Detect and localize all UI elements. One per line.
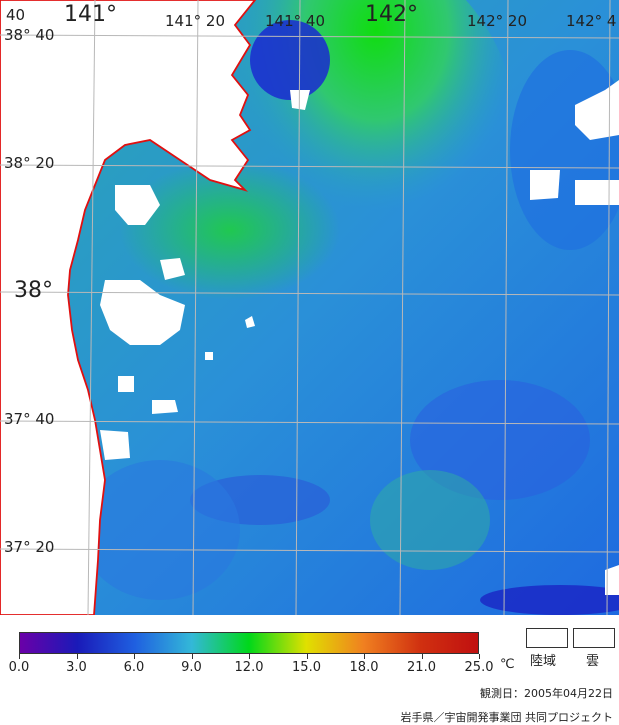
scale-tick-label: 0.0 xyxy=(8,660,30,675)
scale-tick xyxy=(364,654,365,659)
cloud-key-label: 雲 xyxy=(586,654,600,669)
lon-label: 141° 20 xyxy=(165,12,225,30)
cloud-patch xyxy=(575,180,619,205)
cloud-patch xyxy=(160,258,185,280)
lon-label: 142° 20 xyxy=(467,12,527,30)
color-scale-bar xyxy=(19,632,479,654)
lon-label: 142° xyxy=(365,2,418,27)
lon-label: 141° xyxy=(64,2,117,27)
scale-tick-label: 18.0 xyxy=(349,660,379,675)
scale-tick xyxy=(191,654,193,659)
scale-tick xyxy=(479,654,480,659)
lon-label: 40 xyxy=(6,6,26,24)
land-area xyxy=(0,0,257,615)
cloud-patch xyxy=(245,316,255,328)
mid-patch xyxy=(370,470,490,570)
lat-label: 38° xyxy=(14,278,53,303)
lat-label: 38° 20 xyxy=(4,154,55,172)
cloud-patch xyxy=(100,430,130,460)
lat-label: 37° 40 xyxy=(4,410,55,428)
graticule xyxy=(0,0,619,615)
scale-tick-label: 12.0 xyxy=(234,660,264,675)
cloud-key-swatch xyxy=(573,628,615,648)
unit-label: ℃ xyxy=(500,657,515,672)
scale-tick xyxy=(134,654,135,659)
cool-patch xyxy=(480,585,619,615)
cool-patch xyxy=(410,380,590,500)
land-key-swatch xyxy=(526,628,568,648)
cloud-patch xyxy=(290,90,310,110)
cloud-patch xyxy=(152,400,178,414)
lon-label: 141° 40 xyxy=(265,12,325,30)
scale-tick-label: 9.0 xyxy=(181,660,202,675)
observation-date: 観測日：2005年04月22日 xyxy=(480,687,613,700)
cloud-patch xyxy=(100,280,185,345)
scale-tick-label: 3.0 xyxy=(66,660,87,675)
sst-map: 40 141° 141° 20 141° 40 142° 142° 20 142… xyxy=(0,0,619,615)
lat-label: 38° 40 xyxy=(4,26,55,44)
cloud-patch xyxy=(605,565,619,595)
cloud-patch xyxy=(575,80,619,140)
lat-label: 37° 20 xyxy=(4,538,55,556)
cool-patch xyxy=(250,20,330,100)
scale-tick-label: 25.0 xyxy=(464,660,494,675)
lon-label: 142° 4 xyxy=(566,12,617,30)
scale-tick xyxy=(421,654,423,659)
cloud-patch xyxy=(530,170,560,200)
scale-tick xyxy=(306,654,308,659)
credit-text: 岩手県／宇宙開発事業団 共同プロジェクト xyxy=(400,711,614,724)
cool-patch xyxy=(80,460,240,600)
cloud-patch xyxy=(115,185,160,225)
scale-tick-label: 15.0 xyxy=(292,660,321,675)
scale-tick xyxy=(19,654,20,659)
land-key-label: 陸域 xyxy=(530,654,557,669)
cloud-patch xyxy=(205,352,213,360)
cloud-patch xyxy=(118,376,134,392)
scale-tick xyxy=(249,654,250,659)
scale-tick-label: 6.0 xyxy=(123,660,145,675)
scale-tick-label: 21.0 xyxy=(407,660,436,675)
scale-tick xyxy=(76,654,78,659)
